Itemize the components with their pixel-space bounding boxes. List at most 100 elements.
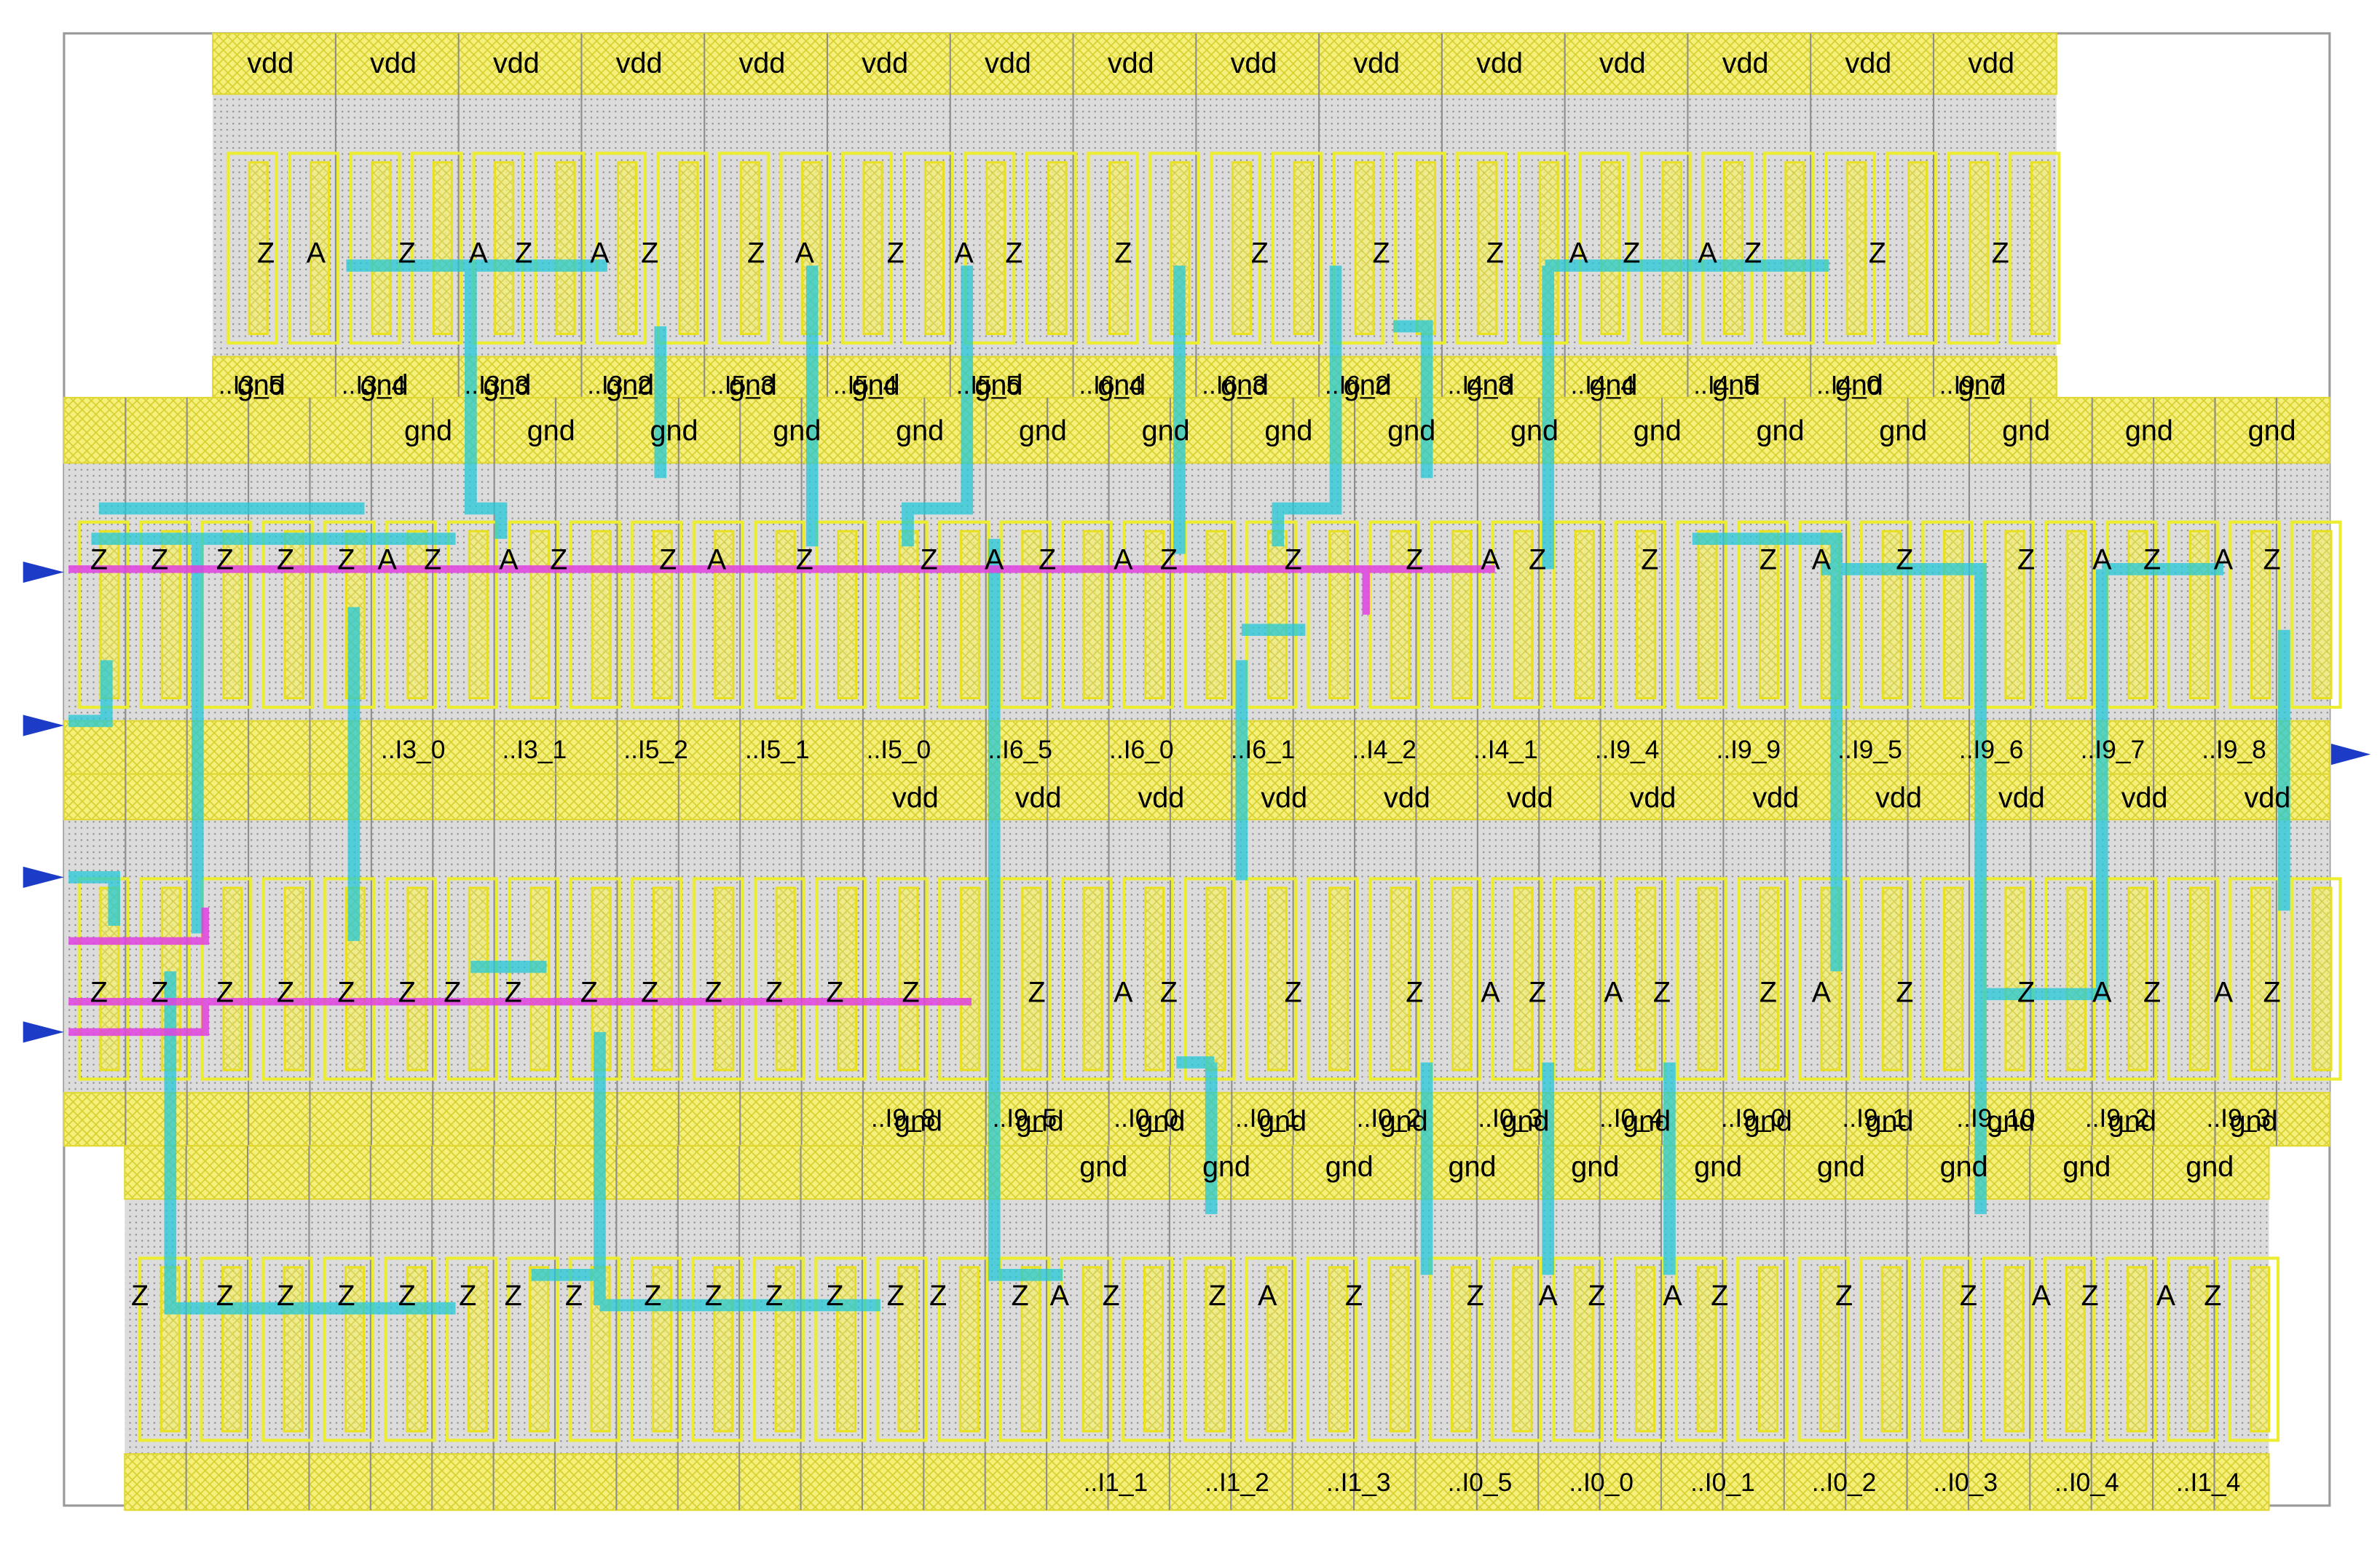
diffusion-outline [446, 877, 498, 1081]
contact-strip [1881, 886, 1902, 1071]
pin-label: Z [2143, 976, 2161, 1008]
power-rail [212, 355, 2057, 398]
pin-label: A [1812, 976, 1832, 1008]
instance-label: ..I3_4 [342, 371, 406, 400]
pin-label: A [1569, 237, 1588, 270]
contact-strip [1047, 161, 1068, 335]
contact-strip [283, 1266, 304, 1433]
cell-body [63, 463, 2330, 721]
wire [164, 960, 1676, 1315]
pin-label: Z [1285, 976, 1302, 1008]
pin-label: Z [1005, 237, 1022, 270]
pin-label: Z [826, 976, 843, 1008]
contact-strip [555, 161, 576, 335]
rail-label: gnd [1142, 414, 1190, 447]
diffusion-outline [998, 1256, 1051, 1442]
diffusion-outline [1737, 520, 1789, 709]
instance-label: ..I9_8 [871, 1104, 936, 1133]
contact-strip [2188, 886, 2210, 1071]
contact-strip [985, 161, 1006, 335]
diffusion-outline [1491, 520, 1543, 709]
pin-label: A [795, 237, 815, 270]
pin-label: Z [1529, 543, 1546, 575]
diffusion-outline [507, 1256, 559, 1442]
instance-label: ..I4_2 [1352, 735, 1416, 764]
diffusion-outline [1245, 1256, 1296, 1442]
rail-label: vdd [739, 47, 786, 79]
pin-label: Z [2017, 976, 2035, 1008]
contact-strip [1081, 1266, 1103, 1433]
diffusion-outline [1947, 152, 1999, 345]
contact-strip [371, 161, 392, 335]
diffusion-outline [1639, 152, 1692, 345]
instance-label: ..I9_8 [2202, 735, 2266, 764]
diffusion-outline [1578, 152, 1631, 345]
contact-strip [652, 530, 673, 700]
diffusion-outline [1614, 877, 1666, 1081]
diffusion-outline [508, 520, 560, 709]
contact-strip [959, 886, 980, 1071]
contact-strip [862, 161, 883, 335]
diffusion-outline [1429, 1256, 1481, 1442]
contact-strip [529, 530, 551, 700]
contact-strip [1389, 1266, 1410, 1433]
contact-strip [2250, 530, 2271, 700]
pin-label: Z [1285, 543, 1302, 575]
pin-label: A [1812, 543, 1832, 575]
contact-strip [468, 886, 489, 1071]
pin-label: Z [1641, 543, 1658, 575]
pin-label: Z [580, 976, 598, 1008]
diffusion-outline [1122, 877, 1175, 1081]
contact-strip [1021, 530, 1042, 700]
rail-label: gnd [1589, 369, 1637, 401]
pin-label: A [1050, 1280, 1070, 1312]
contact-strip [1082, 886, 1103, 1071]
diffusion-outline [1490, 1256, 1542, 1442]
rail-label: gnd [1694, 1151, 1742, 1183]
diffusion-outline [1736, 1256, 1788, 1442]
instance-label: ..I9_9 [1716, 735, 1781, 764]
pin-label: Z [1960, 1280, 1977, 1312]
diffusion-outline [2105, 1256, 2157, 1442]
rail-label: gnd [1325, 1151, 1374, 1183]
diffusion-outline [964, 152, 1016, 345]
contact-strip [1943, 886, 1964, 1071]
contact-strip [160, 530, 181, 700]
diffusion-outline [1920, 1256, 1973, 1442]
pin-label: Z [1406, 976, 1423, 1008]
pin-label: Z [1760, 976, 1777, 1008]
rail-label: gnd [1016, 1105, 1064, 1137]
diffusion-outline [1921, 877, 1974, 1081]
contact-strip [344, 1266, 366, 1433]
routing [68, 259, 2290, 1315]
input-pin [23, 715, 64, 736]
pin-label: A [1663, 1280, 1682, 1312]
pin-label: A [378, 543, 398, 575]
rail-label: gnd [1744, 1105, 1792, 1137]
rail-label: gnd [237, 369, 285, 401]
contact-strip [958, 1266, 980, 1433]
instance-label: ..I1_2 [1205, 1468, 1269, 1497]
diffusion-outline [999, 877, 1052, 1081]
power-rail [63, 396, 2330, 464]
pin-label: Z [1896, 976, 1913, 1008]
diffusion-outline [1122, 520, 1175, 709]
pin-label: Z [902, 976, 920, 1008]
pin-label: Z [705, 976, 722, 1008]
diffusion-outline [1332, 152, 1384, 345]
pin-label: Z [929, 1280, 947, 1312]
rail-label: gnd [1258, 1105, 1307, 1137]
pin-label: Z [1467, 1280, 1484, 1312]
pin-label: Z [1623, 237, 1640, 270]
pin-label: Z [2204, 1280, 2221, 1312]
rail-label: vdd [1599, 47, 1646, 79]
contact-strip [714, 886, 735, 1071]
contact-strip [468, 530, 489, 700]
pin-label: Z [2263, 543, 2281, 575]
diffusion-outline [779, 152, 832, 345]
contact-strip [2004, 530, 2025, 700]
contact-strip [678, 161, 699, 335]
diffusion-outline [226, 152, 278, 345]
diffusion-outline [1551, 1256, 1604, 1442]
contact-strip [283, 886, 304, 1071]
